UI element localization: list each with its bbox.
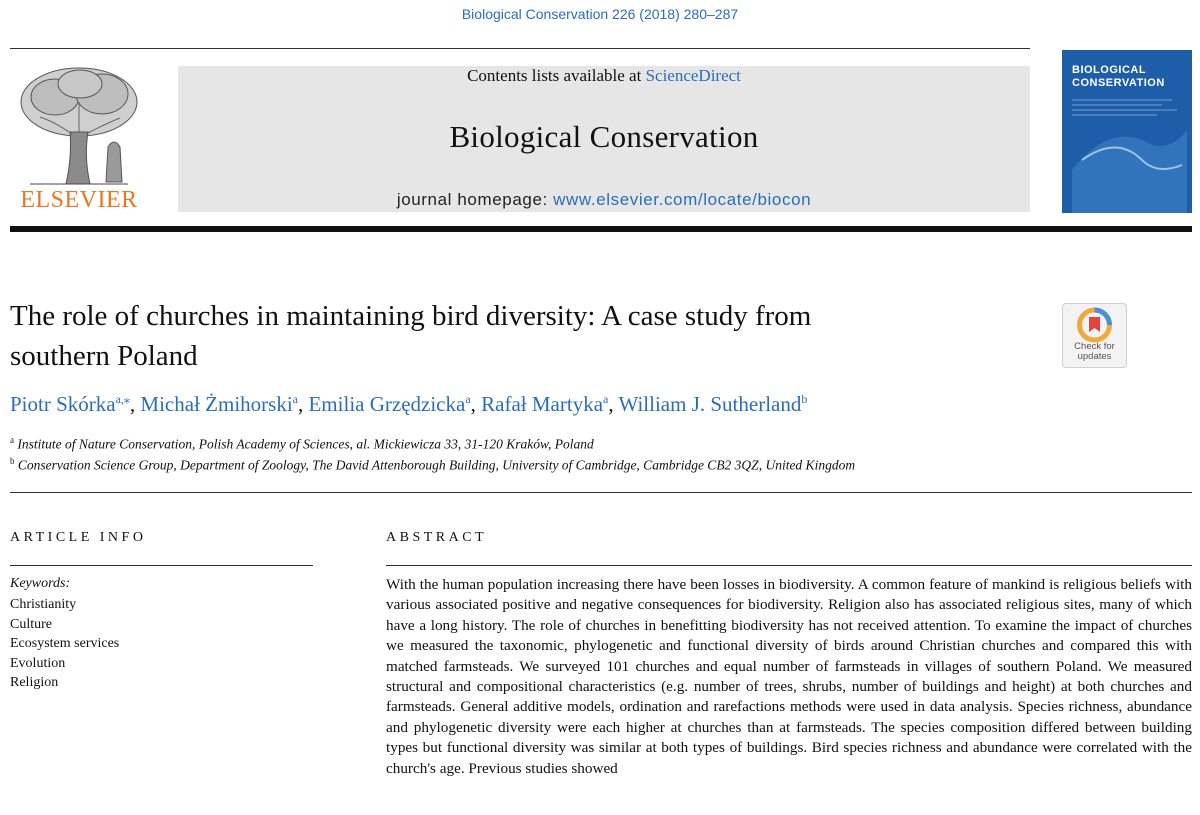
affiliation-marker: b — [10, 456, 15, 466]
author-link[interactable]: Michał Żmihorski — [140, 392, 293, 416]
affiliation-a: a Institute of Nature Conservation, Poli… — [10, 435, 594, 453]
publisher-wordmark: ELSEVIER — [20, 187, 138, 213]
journal-banner: Contents lists available at ScienceDirec… — [178, 66, 1030, 212]
header-rule — [10, 48, 1030, 49]
cover-title-line-2: CONSERVATION — [1072, 77, 1165, 89]
contents-prefix: Contents lists available at — [467, 66, 646, 85]
check-updates-label: Check for updates — [1063, 342, 1126, 362]
author-affiliation-sup[interactable]: a — [465, 392, 471, 406]
affiliation-rule — [10, 492, 1192, 493]
keyword-item: Religion — [10, 675, 59, 690]
journal-name: Biological Conservation — [449, 119, 759, 154]
abstract-rule — [386, 565, 1192, 566]
cover-bird-icon — [1062, 50, 1192, 213]
tree-of-knowledge-icon — [20, 67, 138, 185]
cover-title: BIOLOGICAL CONSERVATION — [1072, 64, 1165, 90]
author-affiliation-sup[interactable]: a,⁎ — [115, 392, 130, 406]
author-link[interactable]: William J. Sutherland — [618, 392, 802, 416]
author-list: Piotr Skórkaa,⁎, Michał Żmihorskia, Emil… — [10, 392, 807, 417]
elsevier-logo[interactable]: ELSEVIER — [10, 62, 148, 214]
article-info-rule — [10, 565, 313, 566]
contents-line: Contents lists available at ScienceDirec… — [178, 66, 1030, 86]
journal-citation[interactable]: Biological Conservation 226 (2018) 280–2… — [461, 6, 739, 22]
abstract-heading: ABSTRACT — [386, 530, 488, 545]
affiliation-b: b Conservation Science Group, Department… — [10, 456, 855, 474]
homepage-line: journal homepage: www.elsevier.com/locat… — [178, 190, 1030, 210]
header-thick-rule — [10, 226, 1192, 232]
check-for-updates-button[interactable]: Check for updates — [1062, 303, 1127, 368]
author-link[interactable]: Emilia Grzędzicka — [308, 392, 466, 416]
check-updates-icon — [1077, 307, 1112, 343]
article-title-line-2: southern Poland — [10, 340, 198, 372]
journal-cover[interactable]: BIOLOGICAL CONSERVATION — [1062, 50, 1192, 213]
article-title: The role of churches in maintaining bird… — [10, 296, 1010, 376]
author-separator: , — [608, 392, 619, 416]
author-affiliation-sup[interactable]: a — [603, 392, 609, 406]
keyword-item: Ecosystem services — [10, 636, 120, 651]
affiliation-text: Conservation Science Group, Department o… — [17, 457, 856, 473]
keyword-item: Culture — [10, 616, 52, 632]
homepage-prefix: journal homepage: — [396, 190, 554, 209]
check-updates-line-1: Check for — [1074, 341, 1115, 352]
keyword-item: Evolution — [10, 655, 66, 671]
keyword-item: Christianity — [10, 597, 77, 612]
author-separator: , — [297, 392, 309, 416]
article-info-heading: ARTICLE INFO — [10, 530, 147, 545]
check-updates-line-2: updates — [1077, 351, 1112, 362]
author-link[interactable]: Piotr Skórka — [10, 392, 116, 416]
author-affiliation-sup[interactable]: b — [801, 392, 808, 406]
abstract-text: With the human population increasing the… — [386, 576, 1192, 777]
author-separator: , — [129, 392, 141, 416]
author-link[interactable]: Rafał Martyka — [481, 392, 604, 416]
article-title-line-1: The role of churches in maintaining bird… — [10, 300, 812, 332]
keywords-label: Keywords: — [10, 576, 71, 591]
affiliation-text: Institute of Nature Conservation, Polish… — [17, 436, 594, 452]
affiliation-marker: a — [10, 435, 14, 445]
cover-title-line-1: BIOLOGICAL — [1072, 64, 1147, 76]
author-affiliation-sup[interactable]: a — [292, 392, 298, 406]
author-separator: , — [470, 392, 482, 416]
keyword-list: Christianity Culture Ecosystem services … — [10, 595, 119, 693]
homepage-link[interactable]: www.elsevier.com/locate/biocon — [553, 190, 812, 209]
sciencedirect-link[interactable]: ScienceDirect — [645, 66, 741, 85]
